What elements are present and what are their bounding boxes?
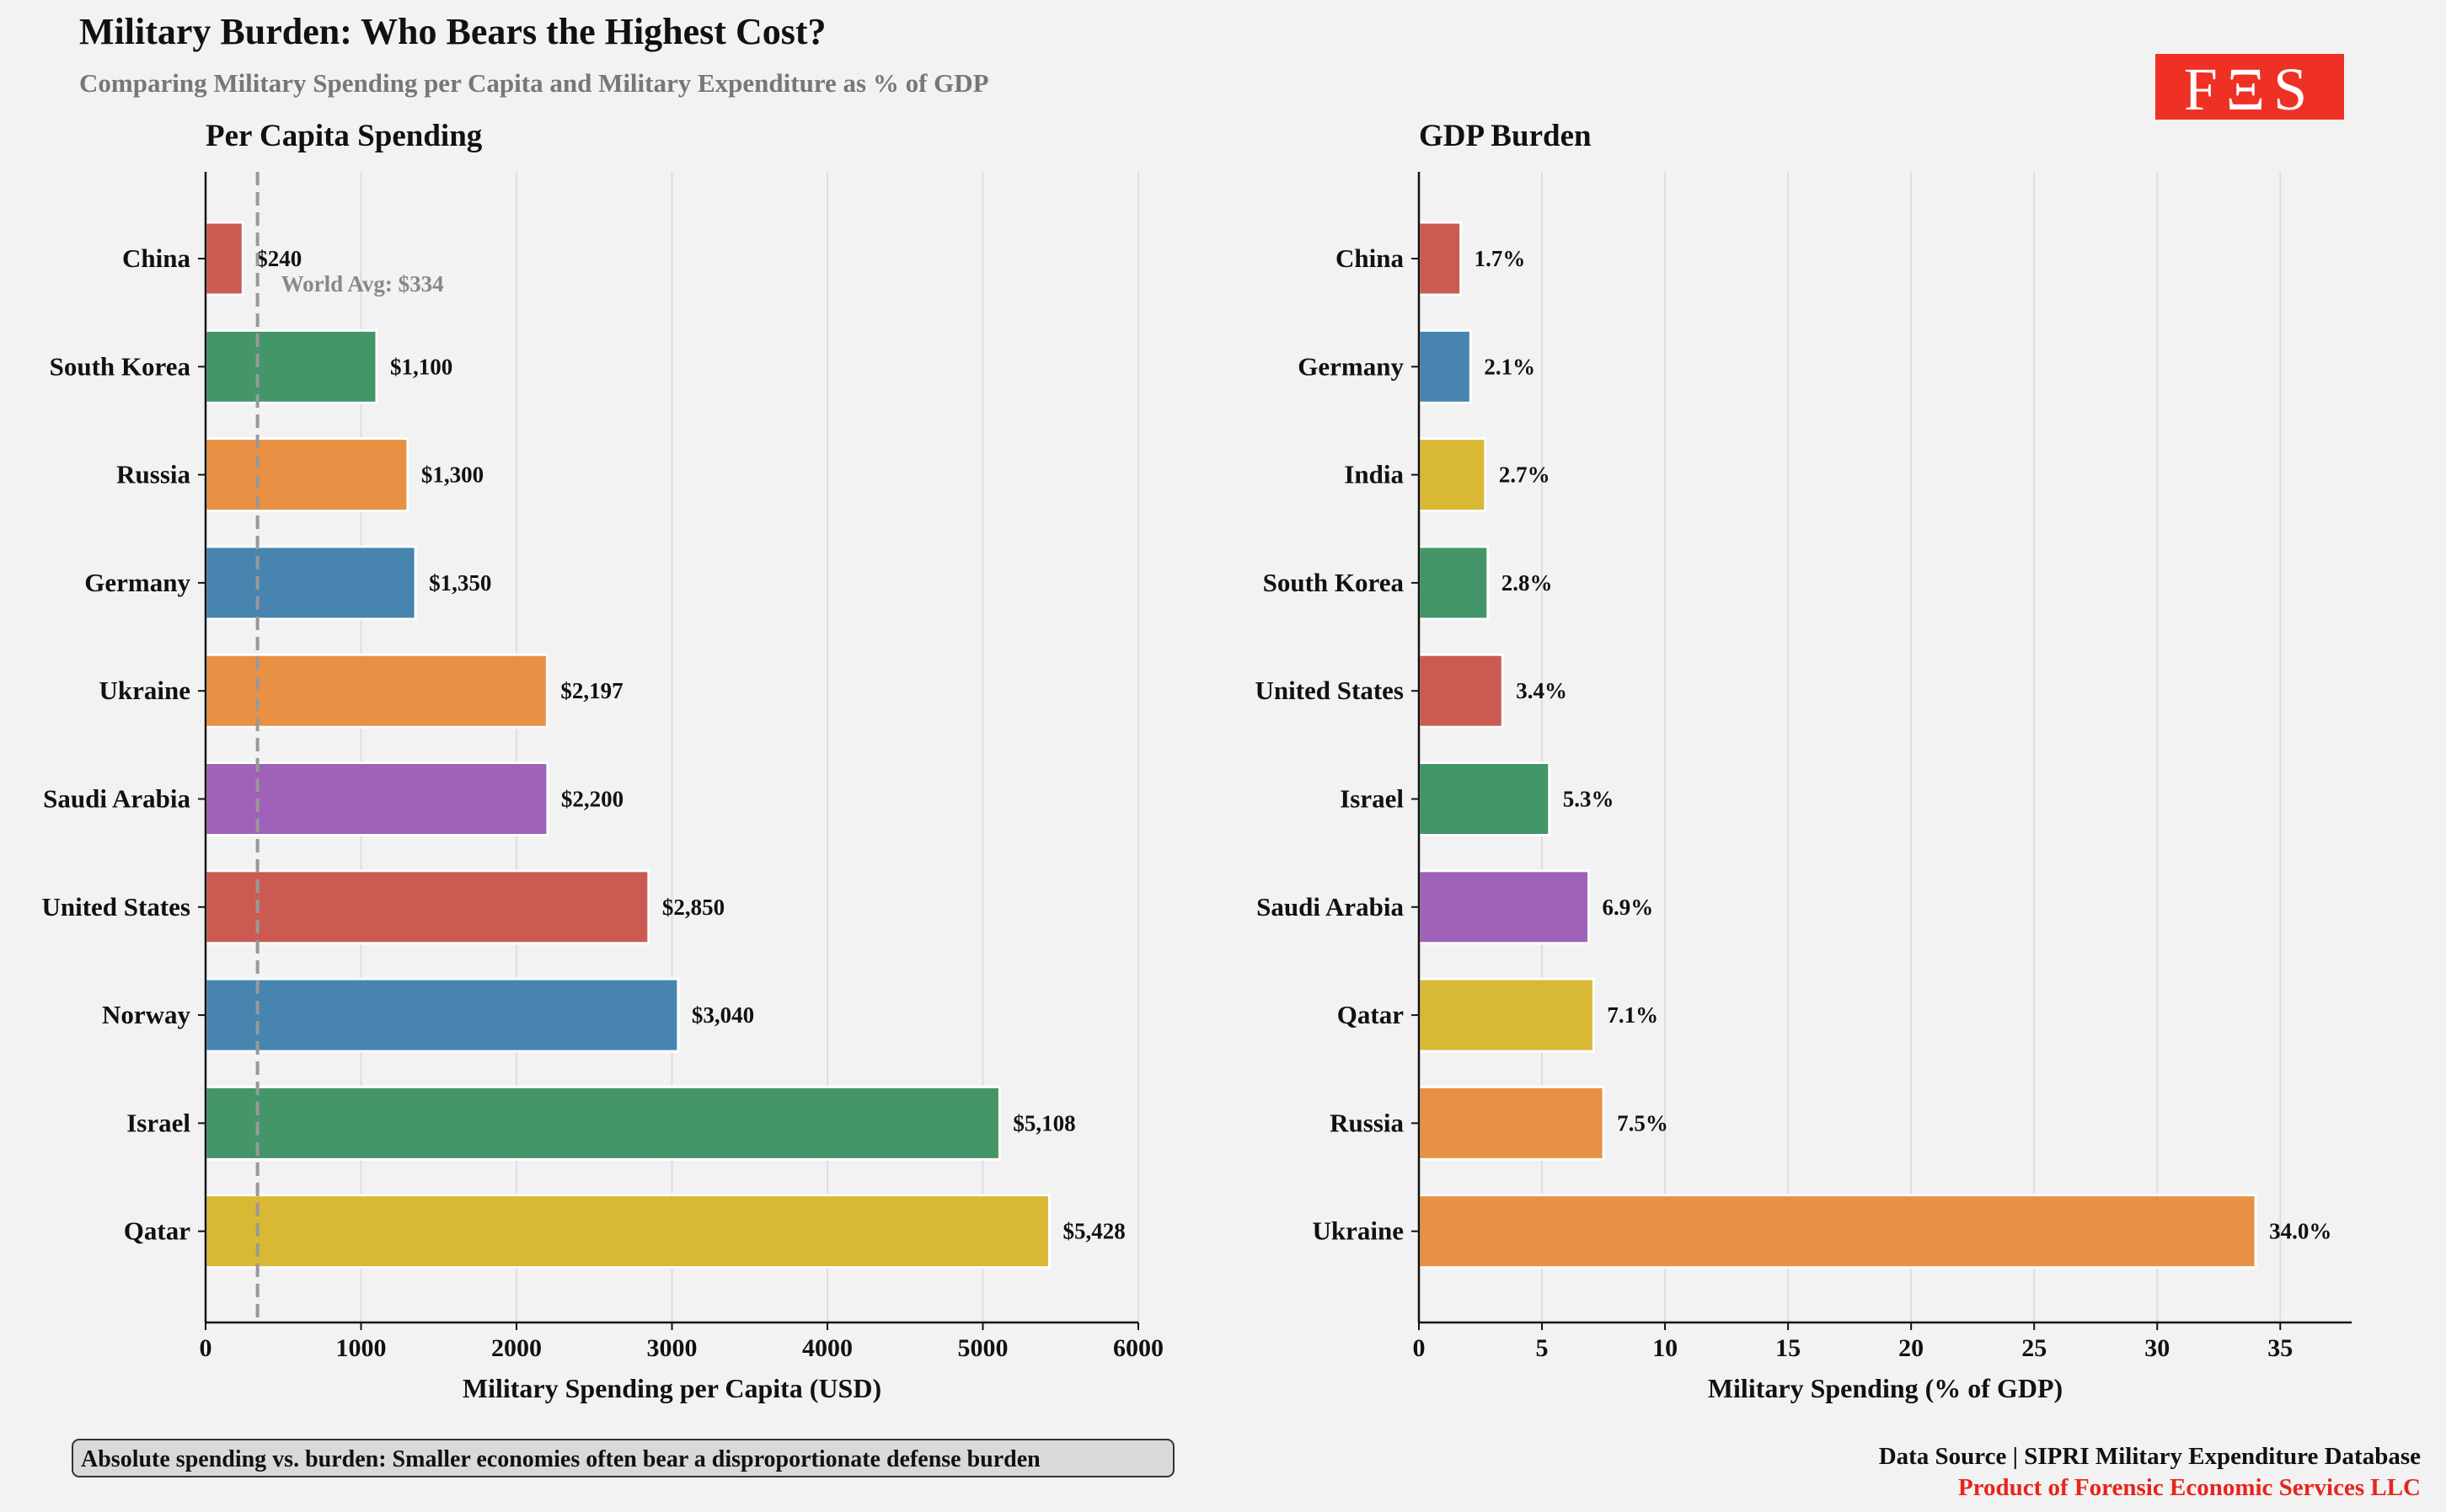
y-tick-label: Russia <box>1330 1108 1404 1137</box>
data-label: 7.1% <box>1607 1002 1658 1028</box>
y-tick-label: Russia <box>116 460 190 489</box>
gdp-burden-panel: GDP Burden 0 5 10 15 20 25 30 35 China 1.7% Germany… <box>1255 119 2352 1403</box>
chart-subtitle: Comparing Military Spending per Capita a… <box>79 68 989 98</box>
y-tick-label: South Korea <box>50 351 191 381</box>
chart-title: Military Burden: Who Bears the Highest C… <box>79 11 827 52</box>
annotation-box-frame <box>72 1439 1175 1477</box>
y-tick-label: Ukraine <box>99 676 191 705</box>
bar-israel <box>1417 761 1551 836</box>
per-capita-panel: Per Capita Spending 0 1000 2000 3000 4000 5000… <box>41 119 1164 1403</box>
data-label: $3,040 <box>692 1002 754 1028</box>
source-text: Data Source | SIPRI Military Expenditure… <box>1879 1443 2421 1470</box>
logo: FΞS <box>2155 54 2344 123</box>
bar-india <box>1417 437 1487 513</box>
x-tick-label: 20 <box>1898 1334 1924 1362</box>
x-tick-label: 1000 <box>336 1334 387 1362</box>
y-tick-label: China <box>1335 243 1404 273</box>
data-label: 34.0% <box>2269 1219 2331 1244</box>
x-axis-label: Military Spending per Capita (USD) <box>463 1373 881 1403</box>
data-label: $1,300 <box>421 462 484 488</box>
y-tick-label: Israel <box>126 1108 190 1137</box>
y-tick-label: China <box>122 243 190 273</box>
y-tick-label: India <box>1344 460 1404 489</box>
data-label: $1,100 <box>390 354 452 379</box>
x-tick-label: 5 <box>1536 1334 1549 1362</box>
x-tick-label: 3000 <box>647 1334 698 1362</box>
panel-title: GDP Burden <box>1419 119 1592 153</box>
y-tick-label: Norway <box>102 1000 191 1029</box>
data-label: 2.1% <box>1484 354 1535 379</box>
y-tick-label: Saudi Arabia <box>43 784 190 814</box>
data-label: $2,850 <box>662 895 725 920</box>
bar-qatar <box>204 1194 1051 1269</box>
data-label: 2.8% <box>1501 570 1553 596</box>
y-tick-label: Israel <box>1340 784 1404 814</box>
data-label: $5,108 <box>1013 1110 1075 1135</box>
y-tick-label: Germany <box>1298 351 1404 381</box>
y-tick-label: South Korea <box>1263 568 1405 597</box>
logo-text: FΞS <box>2184 56 2315 123</box>
bar-russia <box>204 437 409 513</box>
y-tick-label: Saudi Arabia <box>1256 892 1404 922</box>
bar-saudi-arabia <box>1417 869 1591 945</box>
y-tick-label: Qatar <box>124 1216 190 1246</box>
bar-south-korea <box>204 329 378 404</box>
bar-russia <box>1417 1085 1605 1161</box>
x-tick-label: 0 <box>200 1334 212 1362</box>
bar-germany <box>1417 329 1472 404</box>
x-tick-label: 2000 <box>491 1334 542 1362</box>
data-label: 7.5% <box>1617 1110 1668 1135</box>
data-label: $1,350 <box>429 570 491 596</box>
bar-south-korea <box>1417 545 1490 621</box>
data-label: 2.7% <box>1499 462 1550 488</box>
x-tick-label: 15 <box>1775 1334 1801 1362</box>
bar-norway <box>204 977 680 1053</box>
data-label: $2,200 <box>561 787 624 812</box>
world-average-label: World Avg: $334 <box>281 271 444 297</box>
x-tick-label: 4000 <box>802 1334 853 1362</box>
data-label: $5,428 <box>1062 1219 1125 1244</box>
data-label: 5.3% <box>1563 787 1614 812</box>
annotation-box: Absolute spending vs. burden: Smaller ec… <box>72 1439 1175 1477</box>
bar-china <box>204 221 244 297</box>
bar-israel <box>204 1085 1001 1161</box>
x-tick-label: 25 <box>2021 1334 2047 1362</box>
x-tick-label: 0 <box>1413 1334 1426 1362</box>
annotation-text: Absolute spending vs. burden: Smaller ec… <box>81 1446 1041 1472</box>
x-tick-label: 30 <box>2144 1334 2170 1362</box>
y-tick-label: United States <box>41 892 190 922</box>
data-label: 6.9% <box>1603 895 1654 920</box>
credit-text: Product of Forensic Economic Services LL… <box>1958 1474 2421 1501</box>
bar-germany <box>204 545 417 621</box>
y-tick-label: Germany <box>84 568 190 597</box>
x-tick-label: 6000 <box>1113 1334 1164 1362</box>
bar-ukraine <box>204 653 549 729</box>
y-tick-label: Ukraine <box>1313 1216 1405 1246</box>
bar-united-states <box>1417 653 1504 729</box>
data-label: 1.7% <box>1475 246 1526 271</box>
bar-qatar <box>1417 977 1595 1053</box>
data-label: 3.4% <box>1516 678 1567 703</box>
x-tick-label: 10 <box>1652 1334 1678 1362</box>
bar-china <box>1417 221 1463 297</box>
logo-background <box>2155 54 2344 120</box>
x-tick-label: 35 <box>2267 1334 2293 1362</box>
data-label: $2,197 <box>560 678 623 703</box>
x-axis-label: Military Spending (% of GDP) <box>1708 1373 2063 1403</box>
y-tick-label: Qatar <box>1337 1000 1404 1029</box>
bar-saudi-arabia <box>204 761 549 836</box>
data-label: $240 <box>256 246 302 271</box>
panel-title: Per Capita Spending <box>206 119 483 153</box>
bar-ukraine <box>1417 1194 2257 1269</box>
bar-united-states <box>204 869 650 945</box>
x-tick-label: 5000 <box>958 1334 1009 1362</box>
y-tick-label: United States <box>1255 676 1404 705</box>
